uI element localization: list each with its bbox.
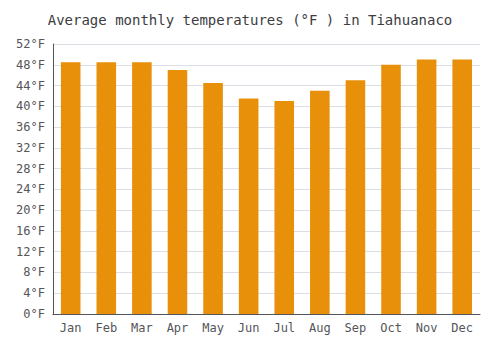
svg-text:May: May <box>202 321 224 335</box>
svg-text:Jan: Jan <box>60 321 82 335</box>
svg-text:Nov: Nov <box>416 321 438 335</box>
svg-text:52°F: 52°F <box>16 37 45 51</box>
svg-text:Jun: Jun <box>238 321 260 335</box>
svg-text:Oct: Oct <box>380 321 402 335</box>
svg-text:Dec: Dec <box>451 321 473 335</box>
svg-text:24°F: 24°F <box>16 182 45 196</box>
svg-text:Sep: Sep <box>345 321 367 335</box>
svg-text:48°F: 48°F <box>16 58 45 72</box>
svg-text:0°F: 0°F <box>23 307 45 321</box>
svg-text:44°F: 44°F <box>16 79 45 93</box>
svg-text:4°F: 4°F <box>23 286 45 300</box>
svg-text:Aug: Aug <box>309 321 331 335</box>
svg-text:Mar: Mar <box>131 321 153 335</box>
svg-text:16°F: 16°F <box>16 224 45 238</box>
svg-text:28°F: 28°F <box>16 162 45 176</box>
svg-text:12°F: 12°F <box>16 245 45 259</box>
svg-text:32°F: 32°F <box>16 141 45 155</box>
svg-text:20°F: 20°F <box>16 203 45 217</box>
svg-text:36°F: 36°F <box>16 120 45 134</box>
svg-text:Average monthly temperatures (: Average monthly temperatures (°F ) in Ti… <box>48 12 453 28</box>
svg-text:8°F: 8°F <box>23 265 45 279</box>
svg-text:Apr: Apr <box>167 321 189 335</box>
svg-text:Feb: Feb <box>95 321 117 335</box>
svg-text:Jul: Jul <box>273 321 295 335</box>
svg-text:40°F: 40°F <box>16 99 45 113</box>
